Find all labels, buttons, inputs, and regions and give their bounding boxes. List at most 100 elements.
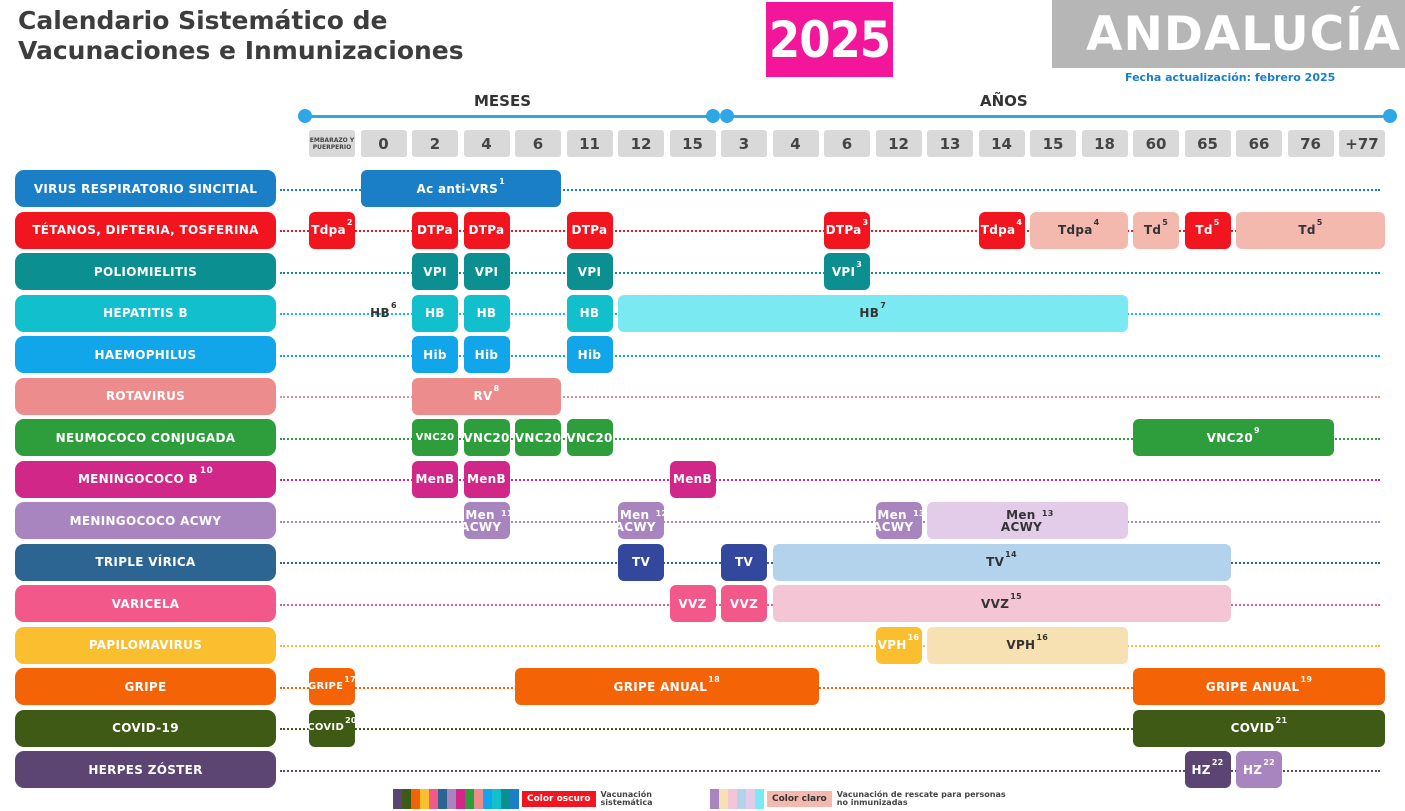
vaccine-row-label: HEPATITIS B	[15, 294, 276, 332]
dose-label: VPI	[474, 264, 499, 279]
dose-cell: HZ 22	[1184, 751, 1231, 788]
footnote-ref: 7	[880, 301, 887, 310]
months-axis-label: MESES	[474, 92, 532, 110]
dose-cell: Men ACWY 13	[872, 502, 925, 539]
age-tick: 0	[360, 130, 407, 157]
row-guide-dots	[280, 645, 1380, 647]
dose-label: Men ACWY	[460, 507, 502, 534]
vaccine-row-label: MENINGOCOCO B 10	[15, 460, 276, 498]
dose-label: Tdpa	[311, 223, 346, 237]
dose-label: VNC20	[415, 431, 455, 443]
legend-swatch	[492, 789, 501, 809]
footnote-ref: 19	[1300, 674, 1313, 684]
dose-cell: VVZ	[669, 585, 716, 622]
legend-swatch	[411, 789, 420, 809]
years-axis-line	[727, 115, 1390, 118]
dose-label: COVID	[1230, 721, 1275, 735]
age-tick: 6	[515, 130, 561, 157]
age-tick: 15	[1030, 130, 1076, 157]
dose-label: Hib	[474, 347, 499, 362]
dose-label: VPI	[831, 264, 856, 279]
footnote-ref: 4	[1093, 218, 1100, 227]
footnote-ref: 5	[1316, 218, 1323, 227]
dose-cell: DTPa 3	[824, 211, 870, 249]
age-tick: 15	[669, 130, 716, 157]
age-tick: 6	[824, 130, 870, 157]
vaccine-row-label: VIRUS RESPIRATORIO SINCITIAL	[15, 170, 276, 207]
footnote-ref: 5	[1162, 218, 1169, 227]
footnote-ref: 5	[1213, 218, 1220, 227]
legend-swatch	[456, 789, 465, 809]
years-axis-end-dot	[1383, 109, 1397, 123]
dose-label: Men ACWY	[614, 507, 656, 534]
footnote-ref: 1	[499, 176, 506, 186]
legend-tag: Color claro	[767, 791, 832, 807]
legend-text: Vacunación de rescate para personas no i…	[836, 790, 1006, 807]
dose-label: VNC20	[463, 430, 510, 445]
footnote-ref: 22	[1211, 757, 1224, 767]
dose-label: DTPa	[468, 223, 505, 237]
dose-cell: HB	[412, 294, 458, 332]
dose-cell: TV	[618, 543, 664, 581]
vaccine-name: TRIPLE VÍRICA	[95, 555, 196, 569]
legend-swatch	[501, 789, 510, 809]
dose-label: HB	[476, 306, 497, 320]
footnote-ref: 17	[344, 674, 357, 684]
dose-cell: MenB	[463, 460, 510, 498]
footnote-ref: 15	[1010, 591, 1022, 601]
dose-label: VPH	[877, 638, 907, 652]
vaccine-row-label: PAPILOMAVIRUS	[15, 626, 276, 664]
dose-cell: MenB	[412, 460, 458, 498]
vaccine-row-label: POLIOMIELITIS	[15, 253, 276, 290]
age-tick: 66	[1236, 130, 1282, 157]
age-tick: 12	[875, 130, 922, 157]
vaccine-row-label: COVID-19	[15, 709, 276, 747]
dose-label: HZ	[1242, 762, 1263, 777]
legend-tag: Color oscuro	[522, 791, 596, 807]
dose-cell: VNC20	[566, 419, 613, 456]
footnote-ref: 13	[1041, 508, 1054, 518]
legend-swatch	[737, 789, 746, 809]
dose-cell: VPI	[463, 253, 510, 290]
dose-cell: DTPa	[463, 211, 510, 249]
dose-label: HB	[370, 306, 390, 320]
dose-cell: Men ACWY 13	[927, 502, 1128, 539]
footnote-ref: 4	[1016, 218, 1023, 227]
legend-swatch	[510, 789, 519, 809]
legend-swatch	[746, 789, 755, 809]
title-line-1: Calendario Sistemático de	[18, 6, 388, 35]
months-axis-line	[305, 115, 714, 118]
row-guide-dots	[280, 437, 1380, 440]
footnote-ref: 8	[493, 384, 500, 393]
age-tick: 60	[1133, 130, 1179, 157]
dose-cell: HB	[463, 294, 510, 332]
footnote-ref: 9	[1253, 425, 1260, 435]
dose-cell: Hib	[566, 336, 613, 373]
dose-cell: Ac anti-VRS 1	[360, 170, 561, 207]
dose-cell: VNC20	[463, 419, 510, 456]
vaccine-name: PAPILOMAVIRUS	[88, 638, 203, 652]
dose-label: Td	[1143, 223, 1162, 237]
year-badge: 2025	[766, 2, 893, 77]
row-guide-dots	[280, 728, 1380, 730]
dose-label: Hib	[423, 347, 447, 362]
dose-cell: Td 5	[1133, 211, 1179, 249]
dose-cell: VPH 16	[927, 626, 1128, 664]
dose-cell: COVID 21	[1133, 709, 1385, 747]
dose-cell: GRIPE ANUAL 19	[1133, 668, 1385, 705]
dose-cell: COVID 20	[307, 709, 357, 747]
dose-cell: HB 6	[361, 295, 407, 332]
dose-label: VPI	[423, 264, 447, 279]
age-tick: 65	[1184, 130, 1231, 157]
dose-label: TV	[631, 555, 651, 569]
row-guide-dots	[280, 479, 1380, 481]
dose-label: VVZ	[678, 596, 707, 611]
legend-swatch	[447, 789, 456, 809]
vaccine-name: MENINGOCOCO B	[77, 472, 198, 486]
vaccine-name: MENINGOCOCO ACWY	[69, 513, 222, 528]
dose-cell: VNC20	[515, 419, 561, 456]
dose-label: VPH	[1006, 638, 1036, 652]
footnote-ref: 11	[501, 508, 513, 518]
dose-cell: VPI 3	[824, 253, 870, 290]
